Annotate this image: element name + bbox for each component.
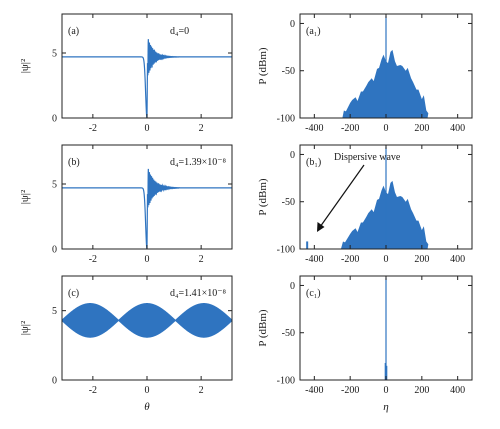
panel-b: -2 0 2 0 5 |ψ|² (b) d₄=1.39×10⁻⁸: [19, 144, 233, 265]
y-tick-label: 0: [290, 281, 295, 292]
series-line: [62, 39, 232, 118]
parameter-annotation: d₄=1.39×10⁻⁸: [170, 157, 227, 168]
plot-area-c1: [384, 277, 388, 380]
x-tick-label: 200: [414, 385, 429, 396]
y-tick-label: -50: [282, 328, 295, 339]
plot-area-b: [62, 168, 232, 249]
x-tick-label: -200: [341, 385, 359, 396]
x-axis-label: θ: [144, 401, 150, 413]
spectrum-area: [339, 49, 430, 118]
y-tick-label: -50: [282, 66, 295, 77]
x-tick-label: -2: [89, 123, 97, 134]
y-tick-label: -100: [277, 114, 295, 125]
x-tick-label: 2: [199, 254, 204, 265]
panel-label: (b): [68, 157, 80, 168]
panel-c: -2 0 2 0 5 |ψ|² θ (c) d₄=1.41×10⁻⁸: [19, 275, 233, 413]
y-tick-label: 5: [52, 306, 57, 317]
spectrum-area: [337, 180, 430, 249]
y-tick-label: -100: [277, 245, 295, 256]
x-axis-label: η: [383, 401, 388, 413]
x-tick-label: 0: [384, 123, 389, 134]
y-axis-label: |ψ|²: [19, 189, 31, 204]
x-tick-label: 200: [414, 123, 429, 134]
y-axis-label: P (dBm): [257, 178, 269, 216]
panel-a1: -400 -200 0 200 400 -100 -50 0 P (dBm) (a₁): [257, 13, 473, 134]
x-tick-label: 2: [199, 385, 204, 396]
x-tick-label: 400: [450, 123, 465, 134]
oscillation-envelope: [62, 303, 232, 338]
panel-label: (c₁): [306, 288, 321, 299]
panel-b1: -400 -200 0 200 400 -100 -50 0 P (dBm) (b₁) Disper…: [257, 144, 473, 265]
x-tick-label: 2: [199, 123, 204, 134]
parameter-annotation: d₄=0: [170, 26, 189, 37]
x-tick-label: -400: [305, 123, 323, 134]
parameter-annotation: d₄=1.41×10⁻⁸: [170, 288, 227, 299]
x-tick-label: -200: [341, 254, 359, 265]
y-tick-label: 5: [52, 180, 57, 191]
y-axis-label: |ψ|²: [19, 58, 31, 73]
annotation-arrow: [319, 164, 365, 228]
x-tick-label: -200: [341, 123, 359, 134]
y-tick-label: -100: [277, 376, 295, 387]
plot-area-b1: [306, 146, 430, 249]
x-tick-label: 0: [384, 385, 389, 396]
x-tick-label: 0: [145, 385, 150, 396]
y-tick-label: 0: [52, 114, 57, 125]
x-tick-label: 0: [145, 123, 150, 134]
panel-label: (a): [68, 26, 79, 37]
x-tick-label: -2: [89, 254, 97, 265]
plot-area-c: [62, 303, 232, 338]
y-tick-label: 0: [52, 245, 57, 256]
arrowhead-icon: [317, 222, 325, 232]
y-tick-label: 5: [52, 49, 57, 60]
plot-area-a: [62, 39, 232, 118]
panel-label: (b₁): [306, 157, 321, 168]
y-tick-label: 0: [290, 19, 295, 30]
x-tick-label: 200: [414, 254, 429, 265]
panel-c1: -400 -200 0 200 400 -100 -50 0 P (dBm) η (c₁): [257, 275, 473, 413]
y-axis-label: |ψ|²: [19, 320, 31, 335]
y-axis-label: P (dBm): [257, 47, 269, 85]
panel-label: (c): [68, 288, 79, 299]
x-tick-label: -2: [89, 385, 97, 396]
x-tick-label: 400: [450, 254, 465, 265]
x-tick-label: -400: [305, 254, 323, 265]
dispersive-wave-annotation: Dispersive wave: [334, 152, 401, 163]
x-tick-label: 0: [384, 254, 389, 265]
x-tick-label: 400: [450, 385, 465, 396]
series-line: [62, 168, 232, 249]
y-axis-label: P (dBm): [257, 309, 269, 347]
plot-area-a1: [339, 15, 430, 118]
y-tick-label: 0: [290, 150, 295, 161]
y-tick-label: 0: [52, 376, 57, 387]
y-tick-label: -50: [282, 197, 295, 208]
x-tick-label: -400: [305, 385, 323, 396]
x-tick-label: 0: [145, 254, 150, 265]
panel-a: -2 0 2 0 5 |ψ|² (a) d₄=0: [19, 13, 233, 134]
panel-label: (a₁): [306, 26, 321, 37]
